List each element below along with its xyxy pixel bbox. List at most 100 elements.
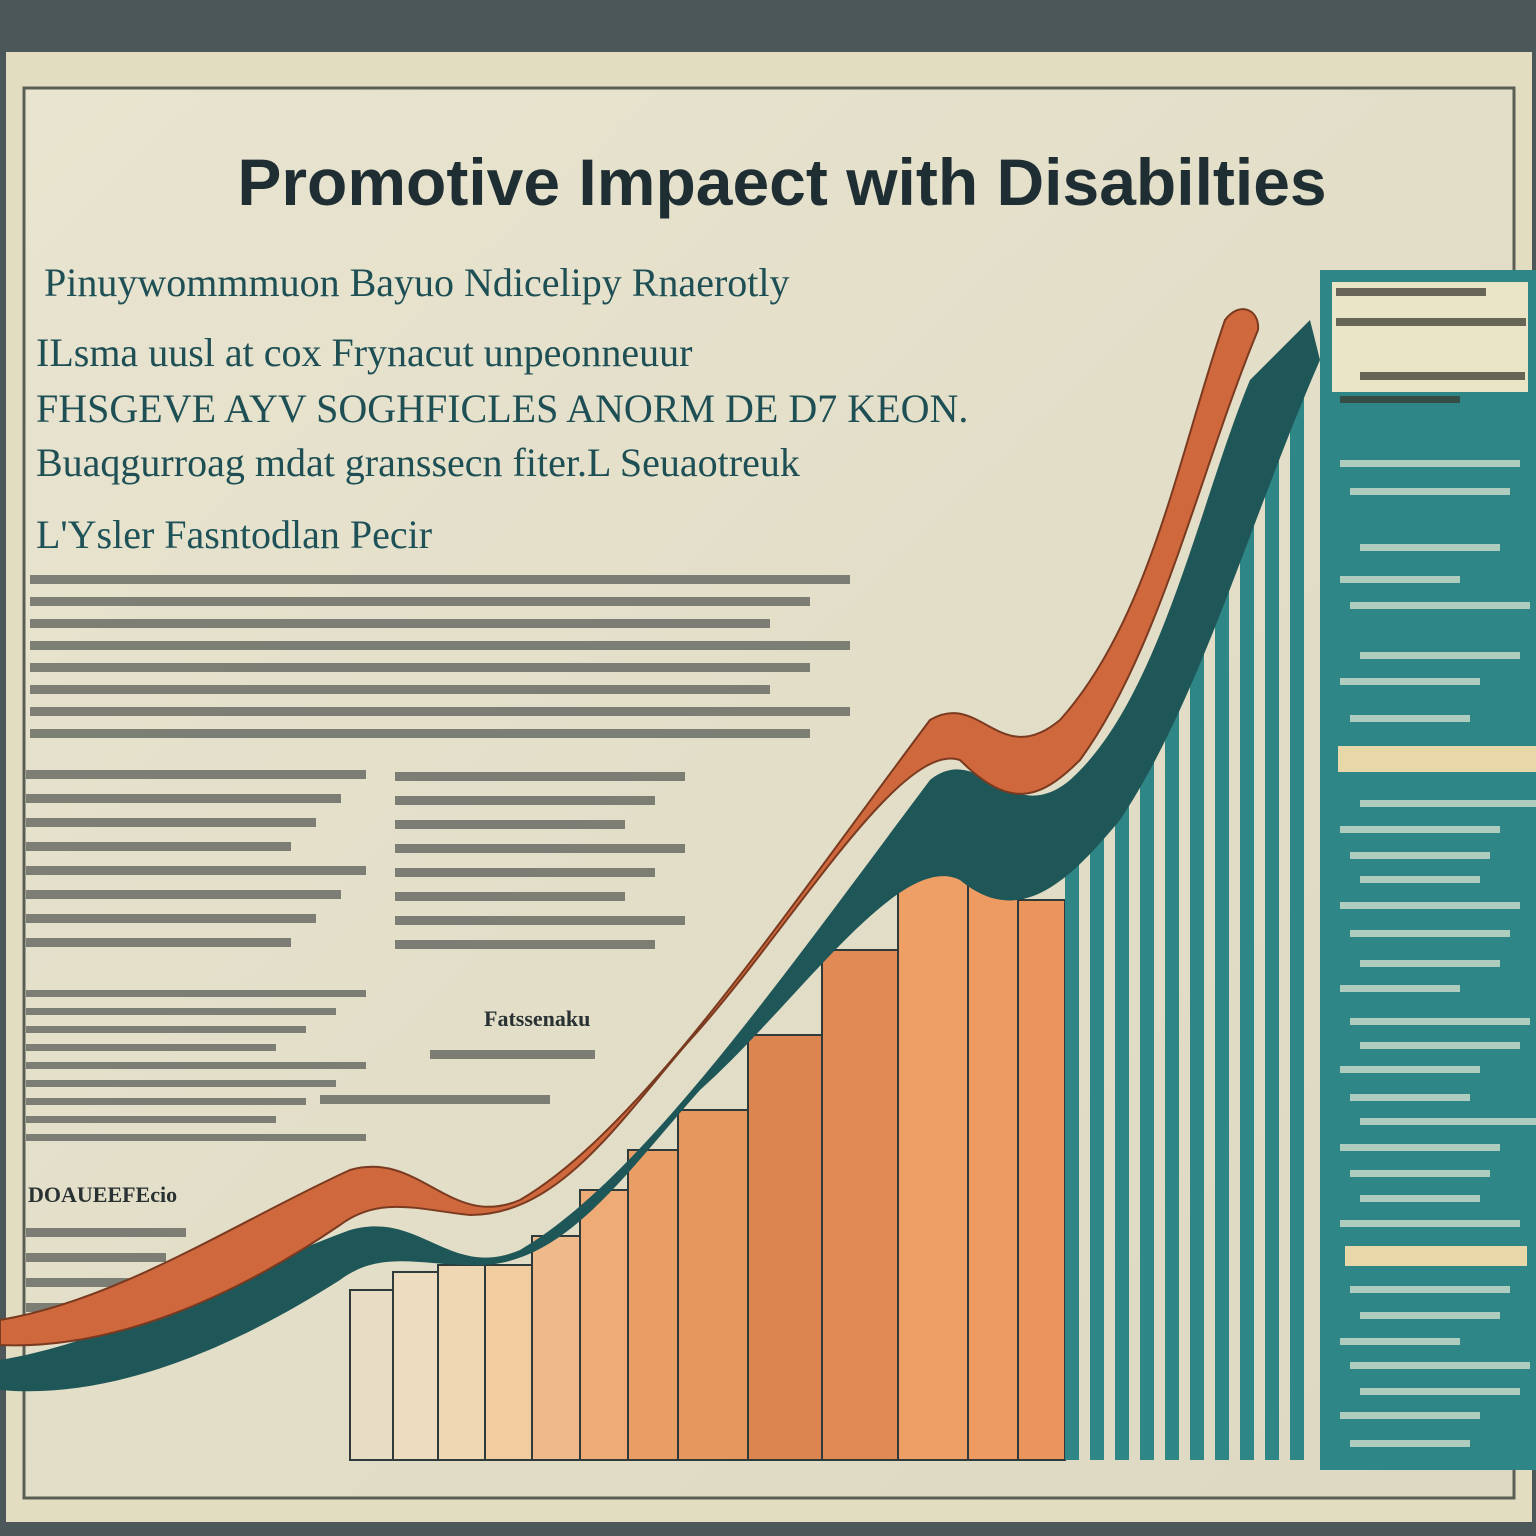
- illegible-text: [30, 619, 770, 628]
- illegible-text: [1340, 826, 1500, 833]
- illegible-text: [26, 866, 366, 875]
- bar: [1065, 840, 1079, 1460]
- illegible-text: [395, 844, 685, 853]
- illegible-text: [1340, 678, 1480, 685]
- bar: [1165, 632, 1179, 1460]
- illegible-text: [320, 1095, 550, 1104]
- illegible-text: [1350, 488, 1510, 495]
- illegible-text: [1336, 318, 1526, 326]
- bar: [437, 1264, 486, 1461]
- illegible-text: [395, 796, 655, 805]
- illegible-text: [26, 914, 316, 923]
- illegible-text: [1360, 800, 1536, 807]
- bar: [897, 869, 969, 1461]
- bar: [1215, 528, 1229, 1460]
- illegible-text: [30, 729, 810, 738]
- illegible-text: [26, 1026, 306, 1033]
- illegible-text: [1360, 372, 1525, 380]
- bar: [1190, 580, 1204, 1460]
- bar: [1090, 788, 1104, 1460]
- illegible-text: [26, 818, 316, 827]
- illegible-text: [1350, 1094, 1470, 1101]
- illegible-text: [30, 685, 770, 694]
- illegible-text: [1340, 460, 1520, 467]
- bar: [627, 1149, 679, 1461]
- illegible-text: [30, 663, 810, 672]
- illegible-text: [1360, 1118, 1536, 1125]
- bar: [531, 1235, 581, 1461]
- illegible-text: [395, 868, 655, 877]
- subheading: L'Ysler Fasntodlan Pecir: [36, 512, 432, 557]
- illegible-text: [1350, 1440, 1470, 1447]
- title: Promotive Impaect with Disabilties: [237, 145, 1326, 219]
- illegible-text: [1340, 1338, 1460, 1345]
- illegible-text: [1360, 876, 1480, 883]
- illegible-text: [1350, 1362, 1530, 1369]
- side-band: [1338, 746, 1536, 772]
- illegible-text: [1360, 1312, 1500, 1319]
- bar: [1240, 476, 1254, 1460]
- illegible-text: [1340, 1412, 1480, 1419]
- illegible-text: [26, 990, 366, 997]
- illegible-text: [30, 575, 850, 584]
- bar: [484, 1264, 533, 1461]
- illegible-text: [1360, 1195, 1480, 1202]
- illegible-text: [1350, 602, 1530, 609]
- illegible-text: [26, 842, 291, 851]
- illegible-text: [1340, 576, 1460, 583]
- illegible-text: [30, 597, 810, 606]
- intro-line: Pinuywommmuon Bayuo Ndicelipy Rnaerotly: [44, 260, 790, 305]
- illegible-text: [1360, 1042, 1520, 1049]
- illegible-text: [26, 890, 341, 899]
- illegible-text: [395, 820, 625, 829]
- illegible-text: [1360, 652, 1520, 659]
- illegible-text: [26, 1008, 336, 1015]
- illegible-text: [1350, 930, 1510, 937]
- illegible-text: [26, 1253, 166, 1262]
- illegible-text: [26, 794, 341, 803]
- illegible-text: [430, 1050, 595, 1059]
- bar: [967, 884, 1019, 1461]
- ribbon-dark: [0, 320, 1320, 1392]
- illegible-text: [395, 916, 685, 925]
- illegible-text: [1350, 1018, 1530, 1025]
- illegible-text: [395, 772, 685, 781]
- ribbon-orange: [0, 308, 1260, 1347]
- bar: [821, 949, 899, 1461]
- intro-line: ILsma uusl at cox Frynacut unpeonneuur: [36, 330, 693, 375]
- illegible-text: [26, 1098, 306, 1105]
- side-panel: [1320, 270, 1536, 1470]
- intro-line: FHSGEVE AYV SOGHFICLES ANORM DE D7 KEON.: [36, 386, 968, 431]
- illegible-text: [1340, 1220, 1520, 1227]
- illegible-text: [26, 1116, 276, 1123]
- illegible-text: [26, 1080, 336, 1087]
- illegible-text: [1340, 985, 1460, 992]
- bar: [747, 1034, 823, 1461]
- illegible-text: [26, 770, 366, 779]
- intro-line: Buaqgurroag mdat granssecn fiter.L Seuao…: [36, 440, 800, 485]
- illegible-text: [26, 1134, 366, 1141]
- side-band: [1345, 1246, 1527, 1266]
- chart-label: Fatssenaku: [484, 1006, 590, 1031]
- illegible-text: [1360, 960, 1500, 967]
- bar: [579, 1189, 629, 1461]
- illegible-text: [30, 641, 850, 650]
- illegible-text: [30, 707, 850, 716]
- illegible-text: [1340, 396, 1460, 403]
- illegible-text: [26, 938, 291, 947]
- illegible-text: [1360, 544, 1500, 551]
- bar: [677, 1109, 749, 1461]
- footer-label: DOAUEEFEcio: [28, 1182, 177, 1207]
- illegible-text: [1350, 715, 1470, 722]
- illegible-text: [26, 1062, 366, 1069]
- bar: [1115, 736, 1129, 1460]
- illegible-text: [26, 1278, 146, 1287]
- decoration: [0, 288, 1536, 1461]
- illegible-text: [1336, 288, 1486, 296]
- bar: [1265, 424, 1279, 1460]
- bar: [349, 1289, 394, 1461]
- illegible-text: [26, 1228, 186, 1237]
- illegible-text: [1340, 902, 1520, 909]
- illegible-text: [1340, 1144, 1500, 1151]
